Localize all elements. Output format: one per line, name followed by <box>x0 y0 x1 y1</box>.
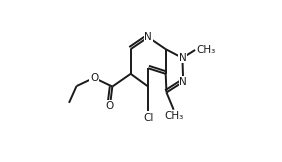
Text: N: N <box>179 53 186 63</box>
Text: N: N <box>144 32 152 42</box>
Text: Cl: Cl <box>143 113 153 123</box>
Text: CH₃: CH₃ <box>164 111 183 121</box>
Text: N: N <box>179 77 187 87</box>
Text: O: O <box>90 73 98 83</box>
Text: O: O <box>106 101 114 111</box>
Text: CH₃: CH₃ <box>196 45 216 55</box>
